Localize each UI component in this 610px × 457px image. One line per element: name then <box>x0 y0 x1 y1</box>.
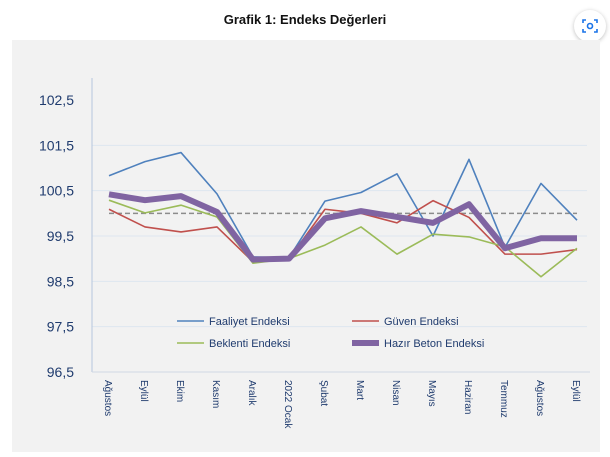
x-tick-label: Mart <box>354 380 365 400</box>
x-tick-label: Eylül <box>138 380 149 402</box>
series-line-faaliyet-endeksi <box>108 151 578 259</box>
x-tick-label: Ekim <box>174 380 185 402</box>
x-tick-label: Mayıs <box>426 380 437 407</box>
line-chart: 96,5 97,5 98,5 99,5 100,5 101,5 102,5 Ağustos Ey… <box>12 40 600 452</box>
y-tick-label: 101,5 <box>39 137 74 153</box>
series-line-güven-endeksi <box>108 199 578 263</box>
legend-label: Beklenti Endeksi <box>209 338 290 350</box>
y-tick-label: 96,5 <box>47 364 74 380</box>
y-tick-label: 102,5 <box>39 92 74 108</box>
y-tick-label: 100,5 <box>39 183 74 199</box>
x-tick-label: Kasım <box>210 380 221 408</box>
x-tick-label: Temmuz <box>498 380 509 418</box>
x-tick-label: Nisan <box>390 380 401 406</box>
legend-label: Güven Endeksi <box>384 316 459 328</box>
series-line-hazır-beton-endeksi <box>108 191 577 263</box>
x-tick-label: 2022 Ocak <box>282 380 293 429</box>
y-tick-label: 99,5 <box>47 228 74 244</box>
x-tick-label: Eylül <box>570 380 581 402</box>
y-tick-label: 97,5 <box>47 319 74 335</box>
x-tick-label: Ağustos <box>534 380 545 416</box>
visual-search-button[interactable] <box>574 10 606 42</box>
chart-title: Grafik 1: Endeks Değerleri <box>223 12 387 27</box>
scan-icon <box>582 19 598 33</box>
legend-label: Faaliyet Endeksi <box>209 316 290 328</box>
x-tick-label: Haziran <box>462 380 473 414</box>
y-tick-label: 98,5 <box>47 273 74 289</box>
x-tick-label: Aralık <box>246 380 257 407</box>
x-tick-label: Şubat <box>318 380 329 406</box>
x-tick-label: Ağustos <box>102 380 113 416</box>
legend-label: Hazır Beton Endeksi <box>384 338 484 350</box>
